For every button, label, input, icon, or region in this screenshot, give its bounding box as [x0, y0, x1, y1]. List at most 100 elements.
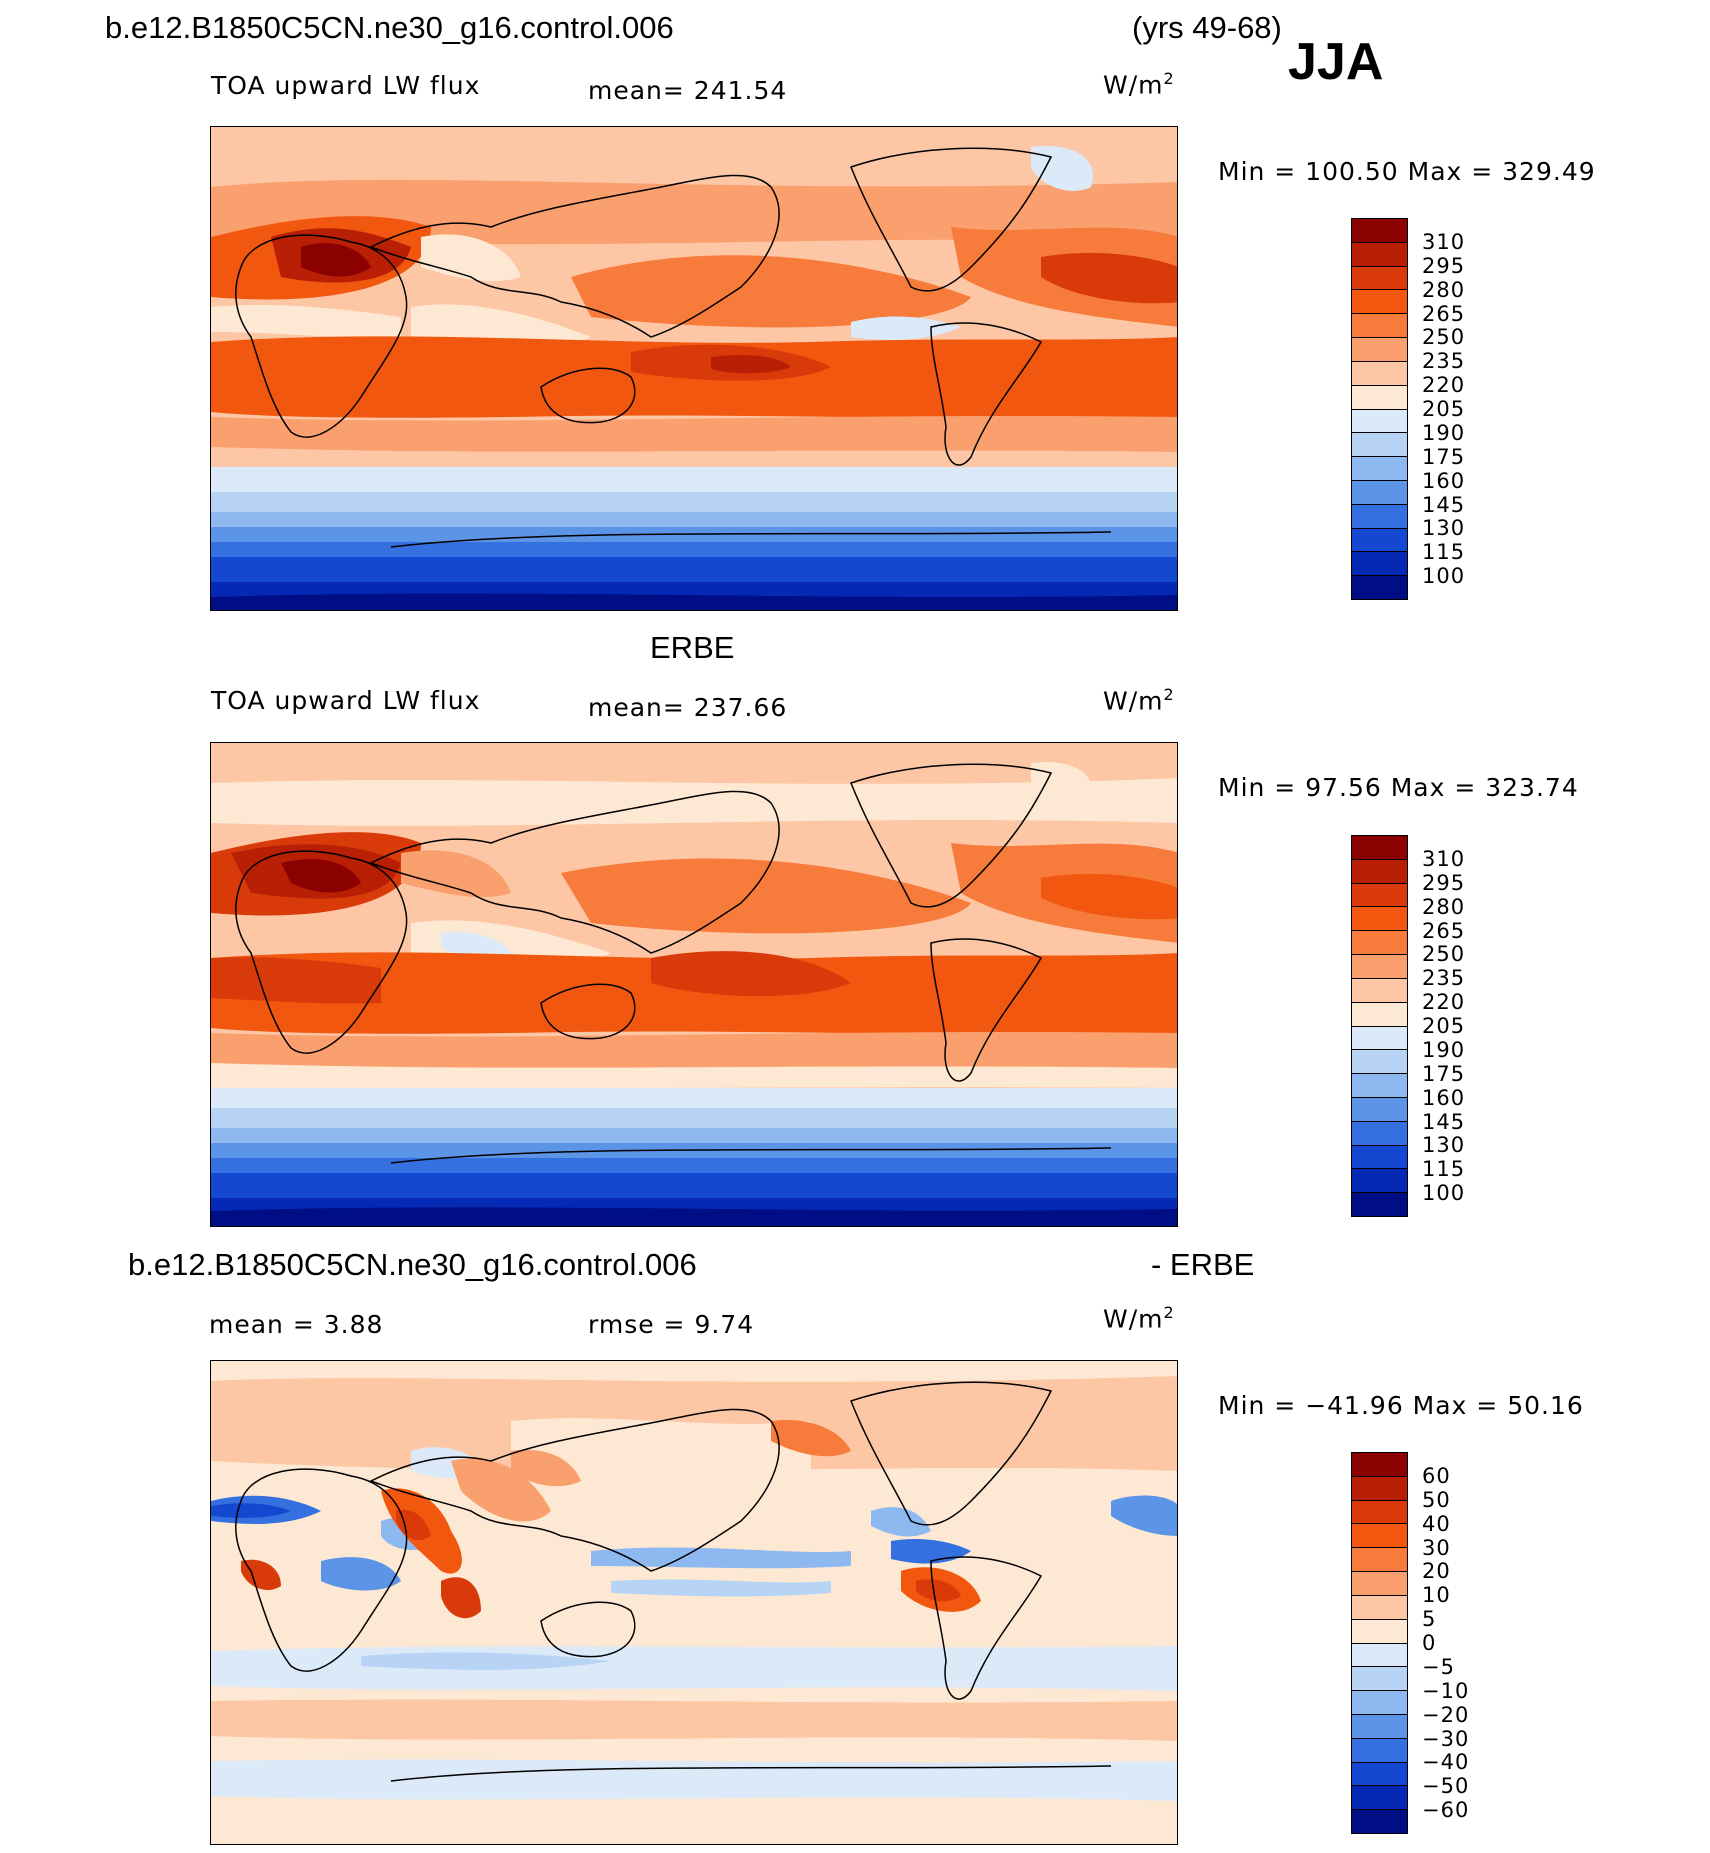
- colorbar-level-label: −20: [1422, 1702, 1470, 1727]
- colorbar-level-label: 265: [1422, 918, 1466, 943]
- colorbar-level-label: 295: [1422, 253, 1466, 278]
- colorbar-level-label: 250: [1422, 942, 1466, 967]
- panel3-map: [210, 1360, 1178, 1845]
- colorbar-level-label: 50: [1422, 1487, 1451, 1512]
- colorbar-level-label: 175: [1422, 444, 1466, 469]
- colorbar-cell: [1352, 1548, 1407, 1573]
- colorbar-level-label: 235: [1422, 966, 1466, 991]
- colorbar-cell: [1352, 1169, 1407, 1194]
- colorbar-cell: [1352, 242, 1407, 267]
- colorbar-level-label: −50: [1422, 1774, 1470, 1799]
- colorbar-cell: [1352, 480, 1407, 505]
- colorbar-cell: [1352, 978, 1407, 1003]
- panel2-colorbar: [1351, 835, 1408, 1217]
- colorbar-cell: [1352, 1476, 1407, 1501]
- colorbar-cell: [1352, 1643, 1407, 1668]
- colorbar-level-label: 130: [1422, 1133, 1466, 1158]
- colorbar-level-label: 115: [1422, 540, 1466, 565]
- colorbar-level-label: 295: [1422, 870, 1466, 895]
- panel2-variable: TOA upward LW flux: [211, 686, 481, 715]
- panel3-field-map: [211, 1361, 1177, 1844]
- colorbar-level-label: 190: [1422, 1037, 1466, 1062]
- colorbar-level-label: 10: [1422, 1583, 1451, 1608]
- colorbar-level-label: 100: [1422, 564, 1466, 589]
- panel1-variable: TOA upward LW flux: [211, 71, 481, 100]
- colorbar-level-label: 60: [1422, 1463, 1451, 1488]
- colorbar-cell: [1352, 1524, 1407, 1549]
- colorbar-level-label: −5: [1422, 1654, 1455, 1679]
- panel3-minmax: Min = −41.96 Max = 50.16: [1218, 1391, 1584, 1420]
- colorbar-level-label: 30: [1422, 1535, 1451, 1560]
- colorbar-cell: [1352, 1619, 1407, 1644]
- colorbar-cell: [1352, 1714, 1407, 1739]
- panel1-map: [210, 126, 1178, 611]
- panel3-title-left: b.e12.B1850C5CN.ne30_g16.control.006: [128, 1247, 697, 1282]
- panel3-colorbar: [1351, 1452, 1408, 1834]
- colorbar-cell: [1352, 290, 1407, 315]
- colorbar-level-label: −40: [1422, 1750, 1470, 1775]
- colorbar-cell: [1352, 1572, 1407, 1596]
- colorbar-level-label: 220: [1422, 373, 1466, 398]
- colorbar-level-label: 100: [1422, 1181, 1466, 1206]
- panel3-title-right: - ERBE: [1151, 1247, 1255, 1282]
- panel2-field-map: [211, 743, 1177, 1226]
- panel2-units: W/m2: [1103, 685, 1175, 716]
- colorbar-level-label: 20: [1422, 1559, 1451, 1584]
- colorbar-cell: [1352, 1050, 1407, 1075]
- colorbar-cell: [1352, 433, 1407, 458]
- panel2-title: ERBE: [650, 630, 735, 665]
- colorbar-level-label: 5: [1422, 1607, 1437, 1632]
- colorbar-cell: [1352, 1145, 1407, 1170]
- colorbar-level-label: 265: [1422, 301, 1466, 326]
- colorbar-level-label: 250: [1422, 325, 1466, 350]
- colorbar-cell: [1352, 528, 1407, 553]
- colorbar-cell: [1352, 1074, 1407, 1098]
- colorbar-level-label: 310: [1422, 229, 1466, 254]
- colorbar-level-label: 160: [1422, 1085, 1466, 1110]
- colorbar-cell: [1352, 1193, 1407, 1216]
- colorbar-level-label: −10: [1422, 1678, 1470, 1703]
- colorbar-cell: [1352, 1500, 1407, 1525]
- colorbar-level-label: 235: [1422, 349, 1466, 374]
- colorbar-cell: [1352, 385, 1407, 410]
- years-label: (yrs 49-68): [1132, 10, 1282, 45]
- colorbar-cell: [1352, 409, 1407, 434]
- colorbar-cell: [1352, 1667, 1407, 1692]
- colorbar-level-label: 220: [1422, 990, 1466, 1015]
- colorbar-cell: [1352, 1121, 1407, 1146]
- panel2-mean: mean= 237.66: [588, 693, 788, 722]
- colorbar-cell: [1352, 1786, 1407, 1811]
- colorbar-cell: [1352, 931, 1407, 956]
- colorbar-level-label: 145: [1422, 1109, 1466, 1134]
- colorbar-level-label: 310: [1422, 846, 1466, 871]
- panel1-colorbar: [1351, 218, 1408, 600]
- colorbar-level-label: 130: [1422, 516, 1466, 541]
- colorbar-cell: [1352, 1026, 1407, 1051]
- case-title: b.e12.B1850C5CN.ne30_g16.control.006: [105, 10, 674, 45]
- colorbar-level-label: 175: [1422, 1061, 1466, 1086]
- colorbar-cell: [1352, 1453, 1407, 1477]
- colorbar-cell: [1352, 883, 1407, 908]
- colorbar-level-label: 190: [1422, 420, 1466, 445]
- colorbar-cell: [1352, 338, 1407, 362]
- colorbar-cell: [1352, 1762, 1407, 1787]
- colorbar-cell: [1352, 361, 1407, 386]
- colorbar-cell: [1352, 907, 1407, 932]
- panel2-map: [210, 742, 1178, 1227]
- panel1-units: W/m2: [1103, 69, 1175, 100]
- colorbar-cell: [1352, 457, 1407, 481]
- season-label: JJA: [1288, 33, 1384, 91]
- colorbar-cell: [1352, 1002, 1407, 1027]
- colorbar-cell: [1352, 1738, 1407, 1763]
- colorbar-cell: [1352, 266, 1407, 291]
- colorbar-level-label: 115: [1422, 1157, 1466, 1182]
- panel3-mean: mean = 3.88: [209, 1310, 384, 1339]
- colorbar-level-label: 205: [1422, 1014, 1466, 1038]
- colorbar-level-label: −60: [1422, 1798, 1470, 1823]
- panel3-rmse: rmse = 9.74: [588, 1310, 755, 1339]
- colorbar-cell: [1352, 552, 1407, 577]
- panel2-minmax: Min = 97.56 Max = 323.74: [1218, 773, 1579, 802]
- colorbar-cell: [1352, 219, 1407, 243]
- colorbar-cell: [1352, 504, 1407, 529]
- colorbar-level-label: 205: [1422, 397, 1466, 421]
